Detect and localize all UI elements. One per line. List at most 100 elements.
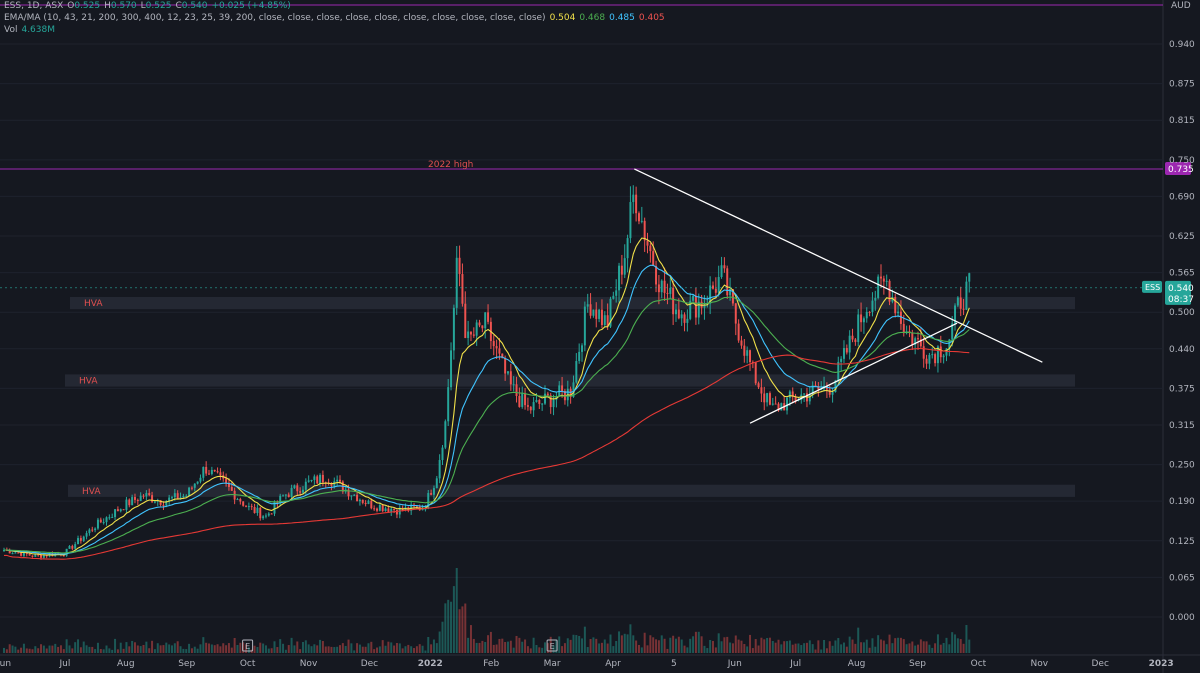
ema-slow-line <box>4 296 970 554</box>
volume-bar <box>59 645 62 653</box>
candle-body <box>626 238 629 259</box>
volume-bar <box>498 638 501 653</box>
volume-bar <box>418 644 421 653</box>
volume-bar <box>361 646 364 653</box>
time-axis[interactable]: Jun Jul Aug Sep Oct Nov Dec 2022 Feb Mar Apr 5 Jun Ju… <box>0 659 1174 669</box>
volume-bar <box>333 647 336 653</box>
volume-legend[interactable]: Vol 4.638M <box>4 25 59 36</box>
volume-bar <box>595 638 598 653</box>
volume-bar <box>276 647 279 653</box>
volume-bar <box>578 635 581 653</box>
price-axis[interactable]: AUD 0.940 0.875 0.815 0.750 0.690 0.625 0.565 0.… <box>1169 1 1195 623</box>
candle-body <box>116 509 119 512</box>
volume-bar <box>319 639 322 653</box>
candle-body <box>256 507 259 513</box>
volume-bar <box>82 641 85 653</box>
candle-body <box>956 297 959 306</box>
candle-body <box>40 554 43 558</box>
candle-body <box>171 497 173 499</box>
ema-label: EMA/MA (10, 43, 21, 200, 300, 400, 12, 2… <box>4 13 546 23</box>
candle-body <box>632 194 635 203</box>
candle-body <box>145 493 148 497</box>
candle-body <box>432 488 435 495</box>
candle-body <box>108 517 111 519</box>
volume-bar <box>811 644 814 653</box>
volume-bar <box>598 643 601 653</box>
candle-body <box>467 331 470 338</box>
volume-bar <box>373 649 376 653</box>
candle-body <box>697 301 700 318</box>
candle-body <box>712 285 714 289</box>
symbol-legend[interactable]: ESS, 1D, ASX O0.525 H0.570 L0.525 C0.540 +0.0… <box>4 1 295 12</box>
volume-bar <box>208 643 211 653</box>
candle-body <box>652 251 655 266</box>
candle-body <box>572 382 575 397</box>
volume-bar <box>153 649 156 653</box>
volume-bar <box>327 646 330 653</box>
low-value: 0.525 <box>145 1 172 11</box>
candle-body <box>581 345 584 352</box>
volume-bar <box>367 643 370 653</box>
candle-body <box>424 508 427 510</box>
volume-bar <box>623 633 626 653</box>
candle-body <box>250 506 253 508</box>
volume-bar <box>125 642 128 653</box>
volume-bar <box>210 644 213 653</box>
volume-bar <box>586 647 589 653</box>
volume-bar <box>51 645 54 653</box>
high-2022-label: 2022 high <box>428 160 473 170</box>
volume-bar <box>544 642 546 653</box>
volume-bar <box>230 647 233 653</box>
volume-bar <box>518 637 521 653</box>
volume-bar <box>512 647 515 653</box>
symbol-name: ESS, 1D, ASX <box>4 1 64 11</box>
candle-body <box>472 334 475 336</box>
volume-bar <box>669 637 672 653</box>
candle-body <box>441 447 444 461</box>
volume-bar <box>851 639 854 653</box>
volume-bar <box>674 638 677 653</box>
volume-bar <box>330 646 333 653</box>
candle-body <box>526 405 529 407</box>
volume-bar <box>837 638 840 653</box>
volume-bar <box>854 643 857 653</box>
volume-bar <box>552 645 555 653</box>
hva-zone <box>70 296 1075 310</box>
candle-body <box>96 519 99 529</box>
volume-bar <box>222 643 225 653</box>
ema-legend[interactable]: EMA/MA (10, 43, 21, 200, 300, 400, 12, 2… <box>4 13 669 24</box>
volume-bar <box>803 643 806 653</box>
volume-bar <box>102 649 105 653</box>
volume-bar <box>541 647 544 653</box>
candle-body <box>888 280 891 302</box>
candle-body <box>894 297 897 314</box>
candle-body <box>917 338 920 340</box>
candle-body <box>586 304 589 307</box>
volume-bar <box>165 642 168 653</box>
volume-bar <box>680 639 683 653</box>
currency-label: AUD <box>1171 1 1191 11</box>
candle-body <box>122 509 125 511</box>
candle-body <box>444 421 447 448</box>
volume-bar <box>310 646 313 653</box>
candle-body <box>911 332 914 345</box>
volume-bar <box>313 644 316 653</box>
candle-body <box>848 335 851 353</box>
time-tick-label: 2022 <box>418 659 443 669</box>
volume-bar <box>831 645 834 653</box>
candle-body <box>509 371 512 385</box>
candle-body <box>17 552 20 554</box>
volume-bar <box>176 641 179 653</box>
time-tick-label: Apr <box>605 659 621 669</box>
candle-body <box>142 495 145 497</box>
time-tick-label: Oct <box>240 659 256 669</box>
candle-body <box>934 354 937 364</box>
candle-body <box>936 346 939 364</box>
volume-bar <box>393 645 396 653</box>
volume-bar <box>299 649 302 653</box>
candle-body <box>242 501 245 506</box>
volume-bar <box>575 635 578 653</box>
candle-body <box>176 493 179 500</box>
